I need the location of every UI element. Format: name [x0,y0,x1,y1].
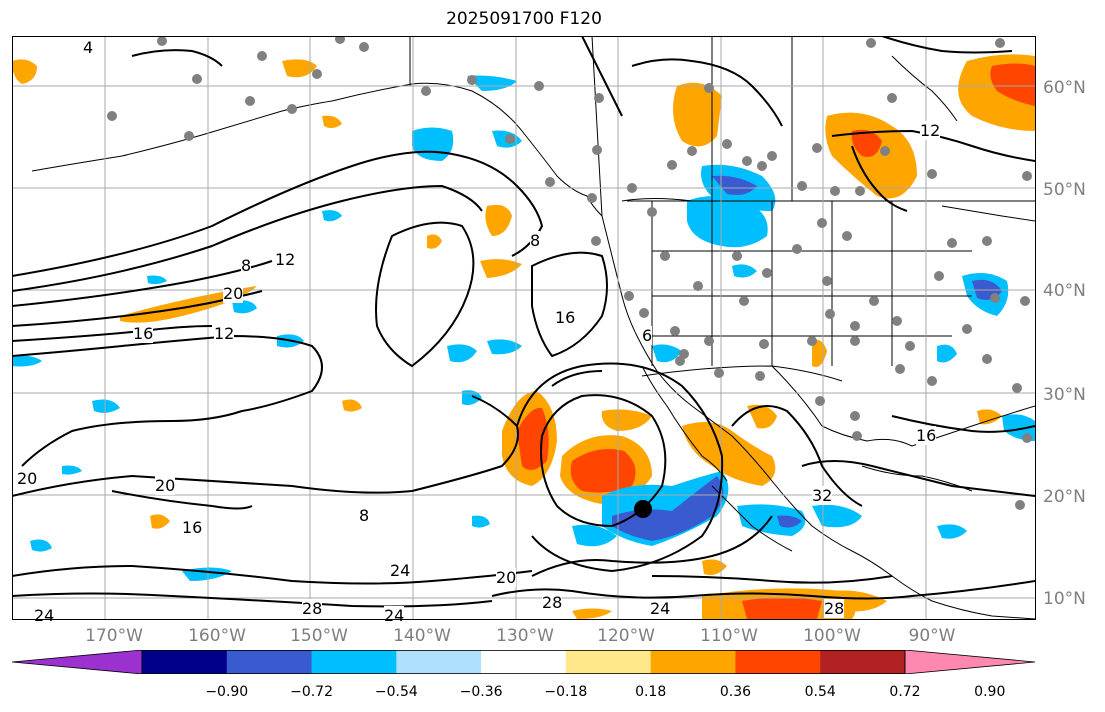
lat-label: 20°N [1043,487,1086,507]
contour-label: 12 [920,121,941,140]
contour-label: 24 [390,561,411,580]
lat-label: 10°N [1043,589,1086,609]
contour-label: 6 [642,326,653,345]
lon-label: 100°W [803,626,861,646]
contour-label: 20 [17,469,38,488]
lon-label: 160°W [188,626,246,646]
map-canvas[interactable] [12,36,1035,619]
lon-label: 90°W [908,626,956,646]
contour-label: 8 [241,256,252,275]
contour-label: 20 [223,284,244,303]
colorbar-segment [481,650,567,674]
colorbar-svg [12,650,1035,674]
lon-label: 140°W [393,626,451,646]
lon-label: 110°W [700,626,758,646]
contour-label: 20 [155,476,176,495]
station-markers [107,36,1032,510]
colorbar-tick-label: 0.72 [889,684,921,700]
colorbar-segment [396,650,482,674]
contour-label: 28 [302,599,323,618]
colorbar-tick-label: −0.54 [374,684,418,700]
negative-anomaly-shading [12,75,1035,581]
contour-label: 4 [83,38,94,57]
colorbar-extend-high [904,650,1035,674]
contour-label: 12 [214,324,235,343]
colorbar-segment [565,650,652,674]
colorbar-segment [820,650,906,674]
colorbar-segment [650,650,736,674]
colorbar-tick-label: −0.36 [459,684,503,700]
lon-label: 120°W [597,626,655,646]
colorbar [12,650,1035,674]
contour-label: 24 [34,606,55,625]
colorbar-extend-low [12,650,143,674]
lat-label: 60°N [1043,78,1086,98]
map-title: 2025091700 F120 [446,9,602,29]
contour-label: 16 [133,324,154,343]
colorbar-tick-label: 0.54 [804,684,836,700]
contour-label: 24 [384,606,405,625]
height-contours [12,36,1035,608]
colorbar-tick-label: 0.18 [635,684,667,700]
colorbar-tick-label: 0.90 [974,684,1006,700]
lon-label: 170°W [85,626,143,646]
map-panel[interactable]: 4 8 12 20 16 12 8 16 6 20 8 16 20 24 28 … [12,36,1035,625]
contour-label: 32 [812,486,833,505]
contour-label: 8 [530,231,541,250]
contour-label: 16 [555,308,576,327]
colorbar-segment [142,650,228,674]
lat-label: 30°N [1043,385,1086,405]
contour-label: 28 [824,599,845,618]
colorbar-tick-label: −0.90 [205,684,249,700]
contour-label: 20 [496,568,517,587]
colorbar-tick-label: −0.72 [290,684,333,700]
colorbar-frame [141,650,906,674]
contour-label: 8 [359,506,370,525]
storm-center-marker[interactable] [634,500,652,518]
lat-label: 50°N [1043,180,1086,200]
contour-label: 16 [182,518,203,537]
colorbar-segment [735,650,821,674]
contour-label: 12 [275,250,296,269]
contour-label: 24 [650,599,671,618]
lon-label: 130°W [496,626,554,646]
lat-label: 40°N [1043,281,1086,301]
colorbar-tick-label: −0.18 [544,684,588,700]
colorbar-tick-label: 0.36 [719,684,752,700]
colorbar-segment [311,650,397,674]
colorbar-segment [226,650,313,674]
contour-label: 16 [916,426,937,445]
graticule [12,36,1035,619]
contour-label: 28 [542,593,563,612]
lon-label: 150°W [290,626,348,646]
